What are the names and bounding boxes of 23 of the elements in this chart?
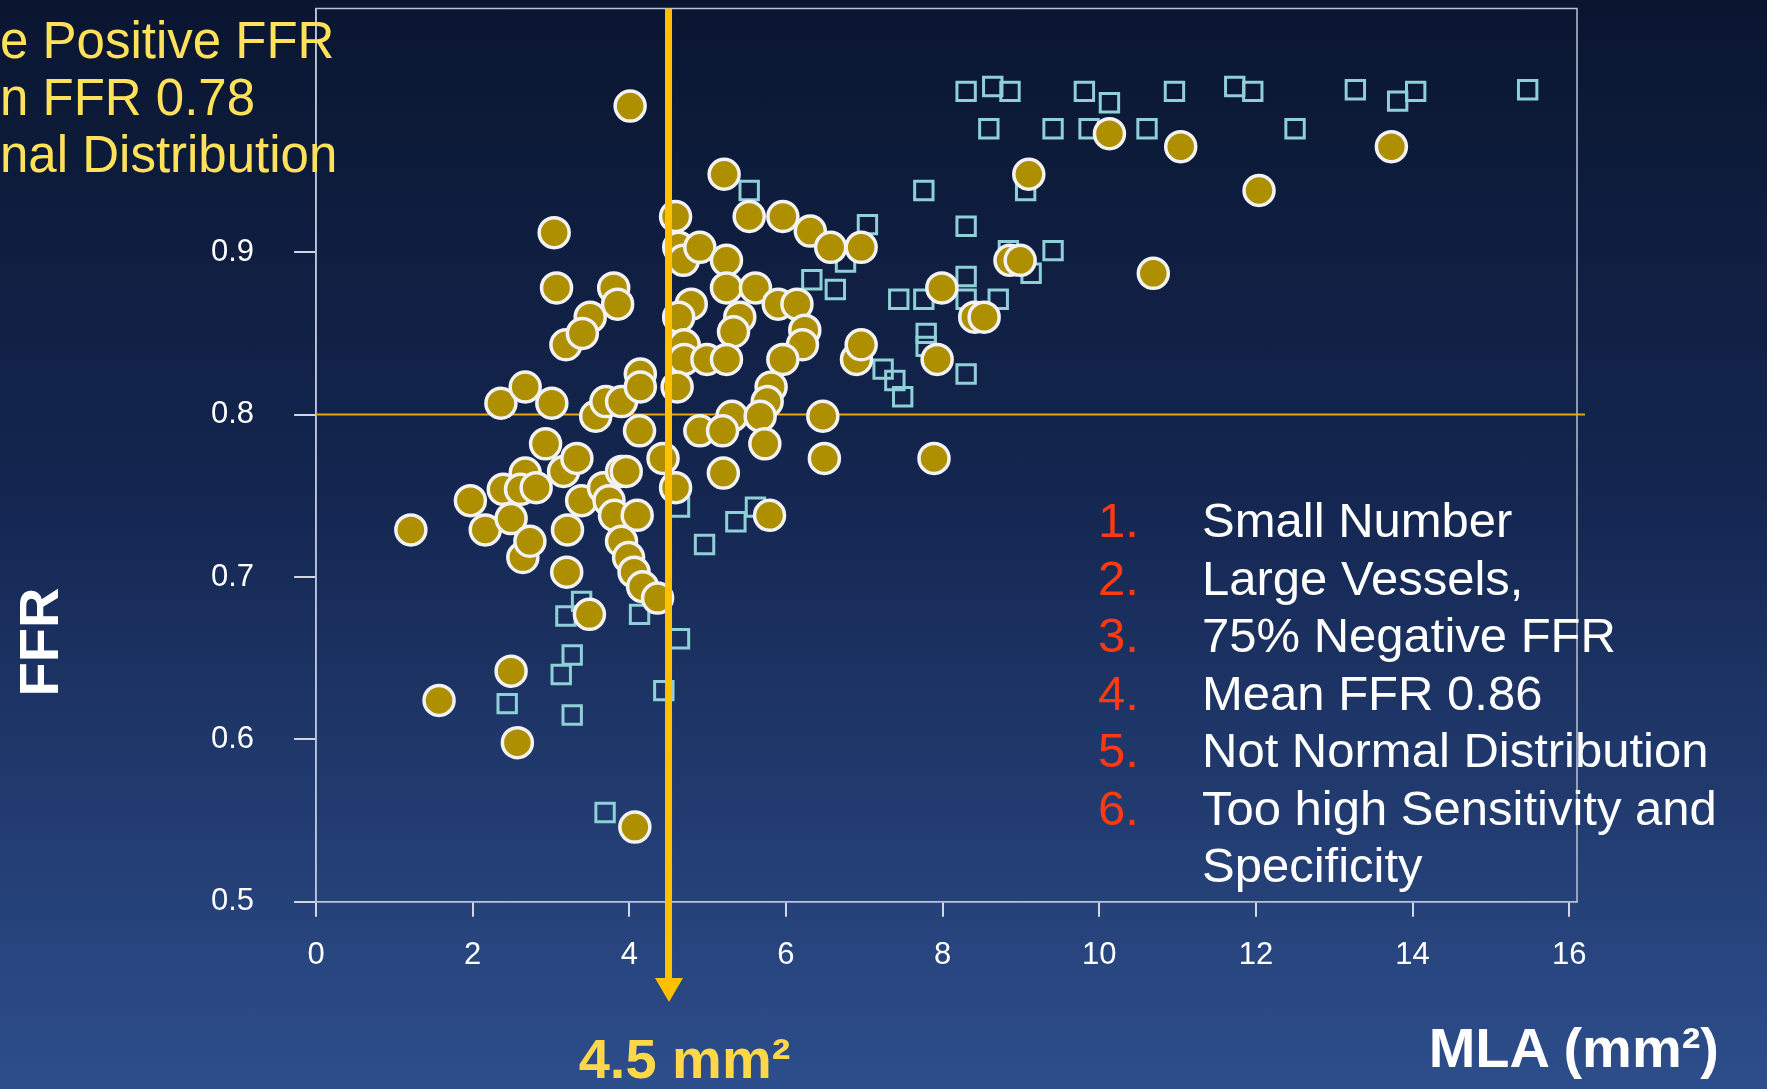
x-tick-label: 16	[1551, 935, 1587, 971]
y-tick-label: 0.8	[210, 395, 255, 431]
y-axis-title: FFR	[5, 587, 71, 697]
x-axis-title: MLA (mm²)	[1428, 1016, 1719, 1080]
x-tick-label: 0	[307, 935, 325, 971]
x-tick-label: 12	[1238, 935, 1274, 971]
x-tick-label: 4	[620, 935, 638, 971]
y-tick-label: 0.5	[210, 882, 255, 918]
ref-line-label: 4.5 mm²	[578, 1027, 791, 1089]
text: 6. Too high Sensitivity and Specificity	[1098, 780, 1717, 892]
text: 4. Mean FFR 0.86	[1098, 665, 1543, 720]
x-tick-label: 6	[777, 935, 795, 971]
x-tick-label: 10	[1082, 935, 1117, 971]
text: 5. Not Normal Distribution	[1098, 723, 1709, 777]
y-tick-label: 0.7	[210, 557, 255, 593]
y-tick-label: 0.6	[210, 719, 255, 755]
x-tick-label: 14	[1395, 935, 1430, 971]
x-tick-label: 8	[934, 935, 952, 971]
text: 1. Small Number	[1098, 493, 1513, 547]
text: 3. 75% Negative FFR	[1098, 608, 1616, 662]
text: 2. Large Vessels,	[1098, 550, 1524, 605]
x-tick-label: 2	[464, 935, 482, 971]
y-tick-label: 0.9	[210, 232, 255, 268]
